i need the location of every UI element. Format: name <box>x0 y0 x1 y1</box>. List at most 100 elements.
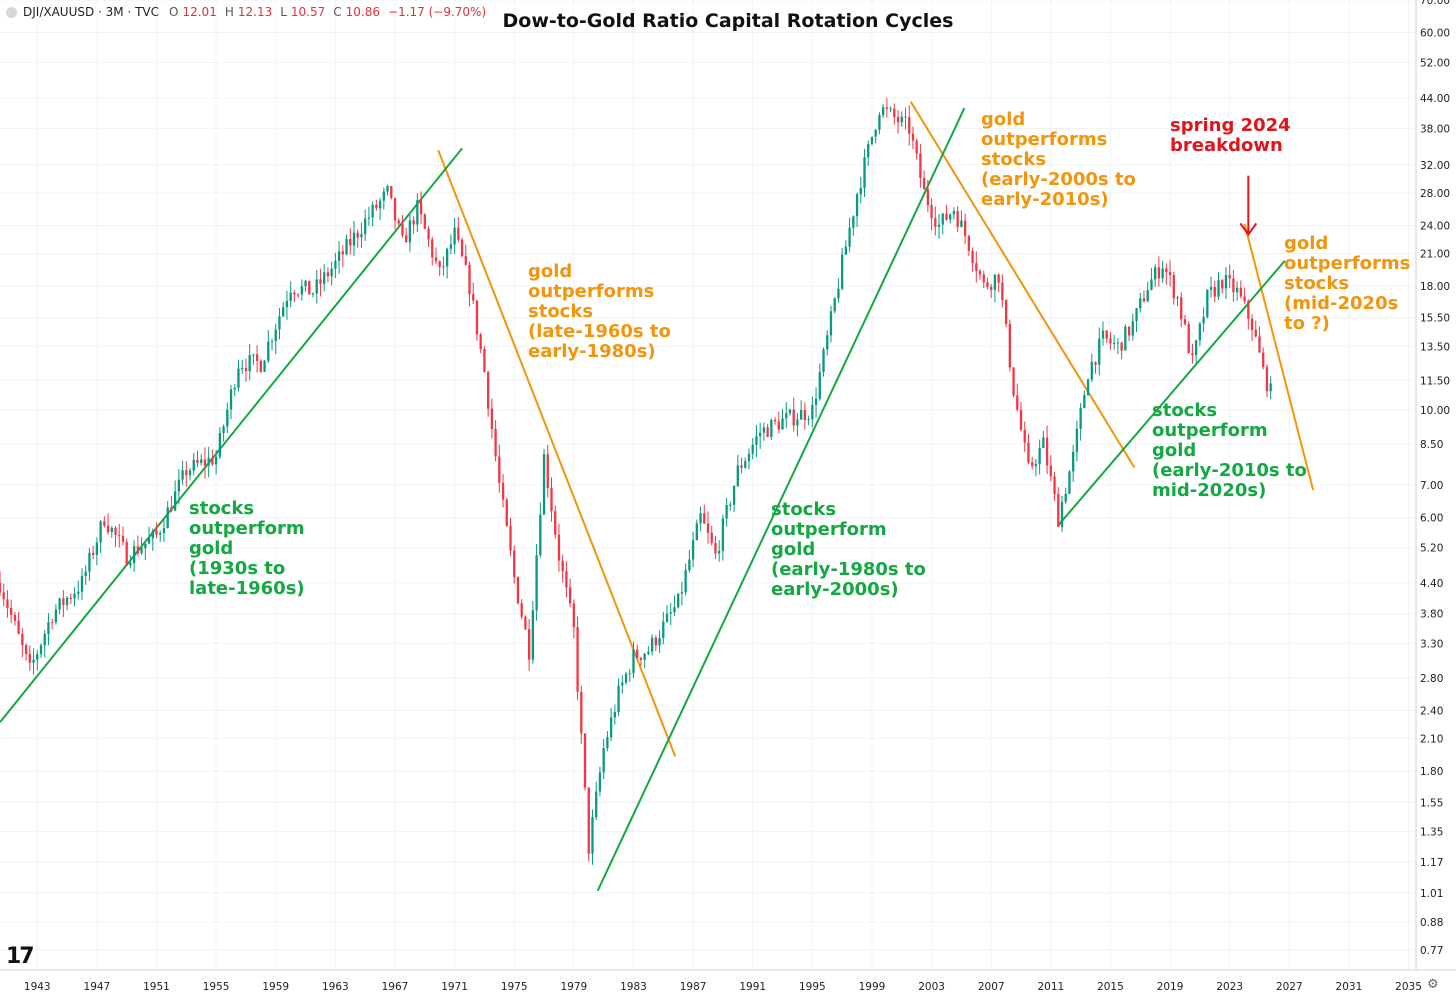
candle-up <box>993 274 997 290</box>
candle-up <box>684 570 687 593</box>
candle-up <box>617 685 620 713</box>
candle-down <box>390 185 393 198</box>
candle-up <box>147 538 151 544</box>
stocks-outperform-trendline <box>596 107 966 892</box>
candle-up <box>300 286 303 295</box>
candle-up <box>796 419 799 426</box>
y-tick-label: 15.50 <box>1420 313 1450 325</box>
candle-down <box>911 133 915 141</box>
candle-down <box>1180 297 1183 320</box>
candle-up <box>352 232 356 246</box>
candle-up <box>453 227 456 245</box>
candle-down <box>908 117 911 134</box>
candle-up <box>680 592 684 594</box>
candle-down <box>740 465 743 468</box>
candle-down <box>118 534 121 536</box>
x-tick-label: 1999 <box>859 981 886 993</box>
candle-up <box>844 246 848 255</box>
candle-down <box>211 457 214 465</box>
candle-down <box>714 542 717 554</box>
y-tick-label: 52.00 <box>1420 58 1450 70</box>
candle-down <box>561 560 564 572</box>
candle-up <box>691 540 695 560</box>
candle-up <box>39 645 43 655</box>
candle-up <box>695 523 698 541</box>
candle-down <box>885 107 889 109</box>
candle-down <box>1008 324 1011 368</box>
candle-down <box>1191 353 1194 356</box>
breakdown-arrow-layer <box>1239 175 1258 237</box>
candle-up <box>665 613 669 622</box>
candle-down <box>28 653 31 663</box>
price-axis[interactable]: 70.00 60.00 52.00 44.00 38.00 32.00 28.00 24.00… <box>1420 0 1450 957</box>
candle-up <box>744 461 747 468</box>
candle-up <box>110 527 113 533</box>
candle-up <box>1139 298 1142 309</box>
candle-down <box>639 657 643 660</box>
x-tick-label: 2007 <box>978 981 1005 993</box>
time-axis[interactable]: 1943 1947 1951 1955 1959 1963 1967 1971 1975 1979… <box>24 981 1422 993</box>
candle-down <box>397 220 400 224</box>
candle-down <box>1053 476 1056 495</box>
candle-up <box>542 454 546 515</box>
y-tick-label: 18.00 <box>1420 281 1450 293</box>
open-value: 12.01 <box>182 5 217 19</box>
candle-up <box>1209 286 1213 290</box>
candle-up <box>811 404 814 420</box>
candle-down <box>513 550 516 578</box>
y-tick-label: 21.00 <box>1420 249 1450 261</box>
candle-down <box>527 629 531 660</box>
candle-down <box>460 239 464 257</box>
y-tick-label: 2.80 <box>1420 673 1443 685</box>
candle-down <box>956 211 959 227</box>
candle-up <box>315 279 318 294</box>
candle-up <box>770 420 773 437</box>
candle-up <box>673 607 676 613</box>
candle-up <box>382 191 385 201</box>
candle-down <box>1254 329 1257 337</box>
candle-up <box>613 712 616 718</box>
candle-up <box>1113 342 1116 344</box>
symbol-legend[interactable]: DJI/XAUUSD · 3M · TVC O 12.01 H 12.13 L 10.… <box>6 5 490 19</box>
candle-up <box>807 419 810 421</box>
candle-down <box>170 507 173 511</box>
candle-down <box>1187 324 1190 354</box>
settings-gear-icon[interactable]: ⚙ <box>1427 977 1439 992</box>
x-tick-label: 1987 <box>680 981 707 993</box>
annotation-spring-2024-breakdown: spring 2024 breakdown <box>1170 115 1291 156</box>
candle-down <box>419 200 423 215</box>
candle-down <box>412 220 415 225</box>
candle-down <box>51 622 54 624</box>
candle-down <box>554 511 557 535</box>
candle-down <box>990 286 993 290</box>
candle-down <box>706 523 710 533</box>
y-tick-label: 1.80 <box>1420 766 1443 778</box>
candle-down <box>10 608 13 615</box>
candle-up <box>747 453 751 462</box>
candle-up <box>662 621 665 639</box>
candle-down <box>1157 267 1161 279</box>
candle-down <box>572 603 576 628</box>
candle-up <box>762 427 766 433</box>
candle-down <box>1168 272 1172 275</box>
candle-up <box>446 248 449 267</box>
gold-outperform-trendline <box>909 101 1136 468</box>
candle-up <box>304 280 307 287</box>
tradingview-logo[interactable]: 17 <box>6 944 35 969</box>
y-tick-label: 7.00 <box>1420 480 1443 492</box>
chart-title: Dow-to-Gold Ratio Capital Rotation Cycle… <box>502 10 954 32</box>
y-tick-label: 70.00 <box>1420 0 1450 7</box>
candle-down <box>978 270 982 275</box>
y-tick-label: 24.00 <box>1420 220 1450 232</box>
candle-up <box>1154 267 1157 280</box>
candle-down <box>1004 300 1008 325</box>
candle-up <box>736 465 739 486</box>
symbol-name[interactable]: DJI/XAUUSD · 3M · TVC <box>23 5 160 19</box>
candle-up <box>647 651 650 654</box>
x-tick-label: 2035 <box>1395 981 1422 993</box>
annotation-gold-late-1960s: gold outperforms stocks (late-1960s to e… <box>528 261 671 362</box>
candle-up <box>386 185 389 192</box>
candle-up <box>1150 279 1153 291</box>
candle-up <box>624 673 628 683</box>
candle-down <box>1023 429 1026 443</box>
